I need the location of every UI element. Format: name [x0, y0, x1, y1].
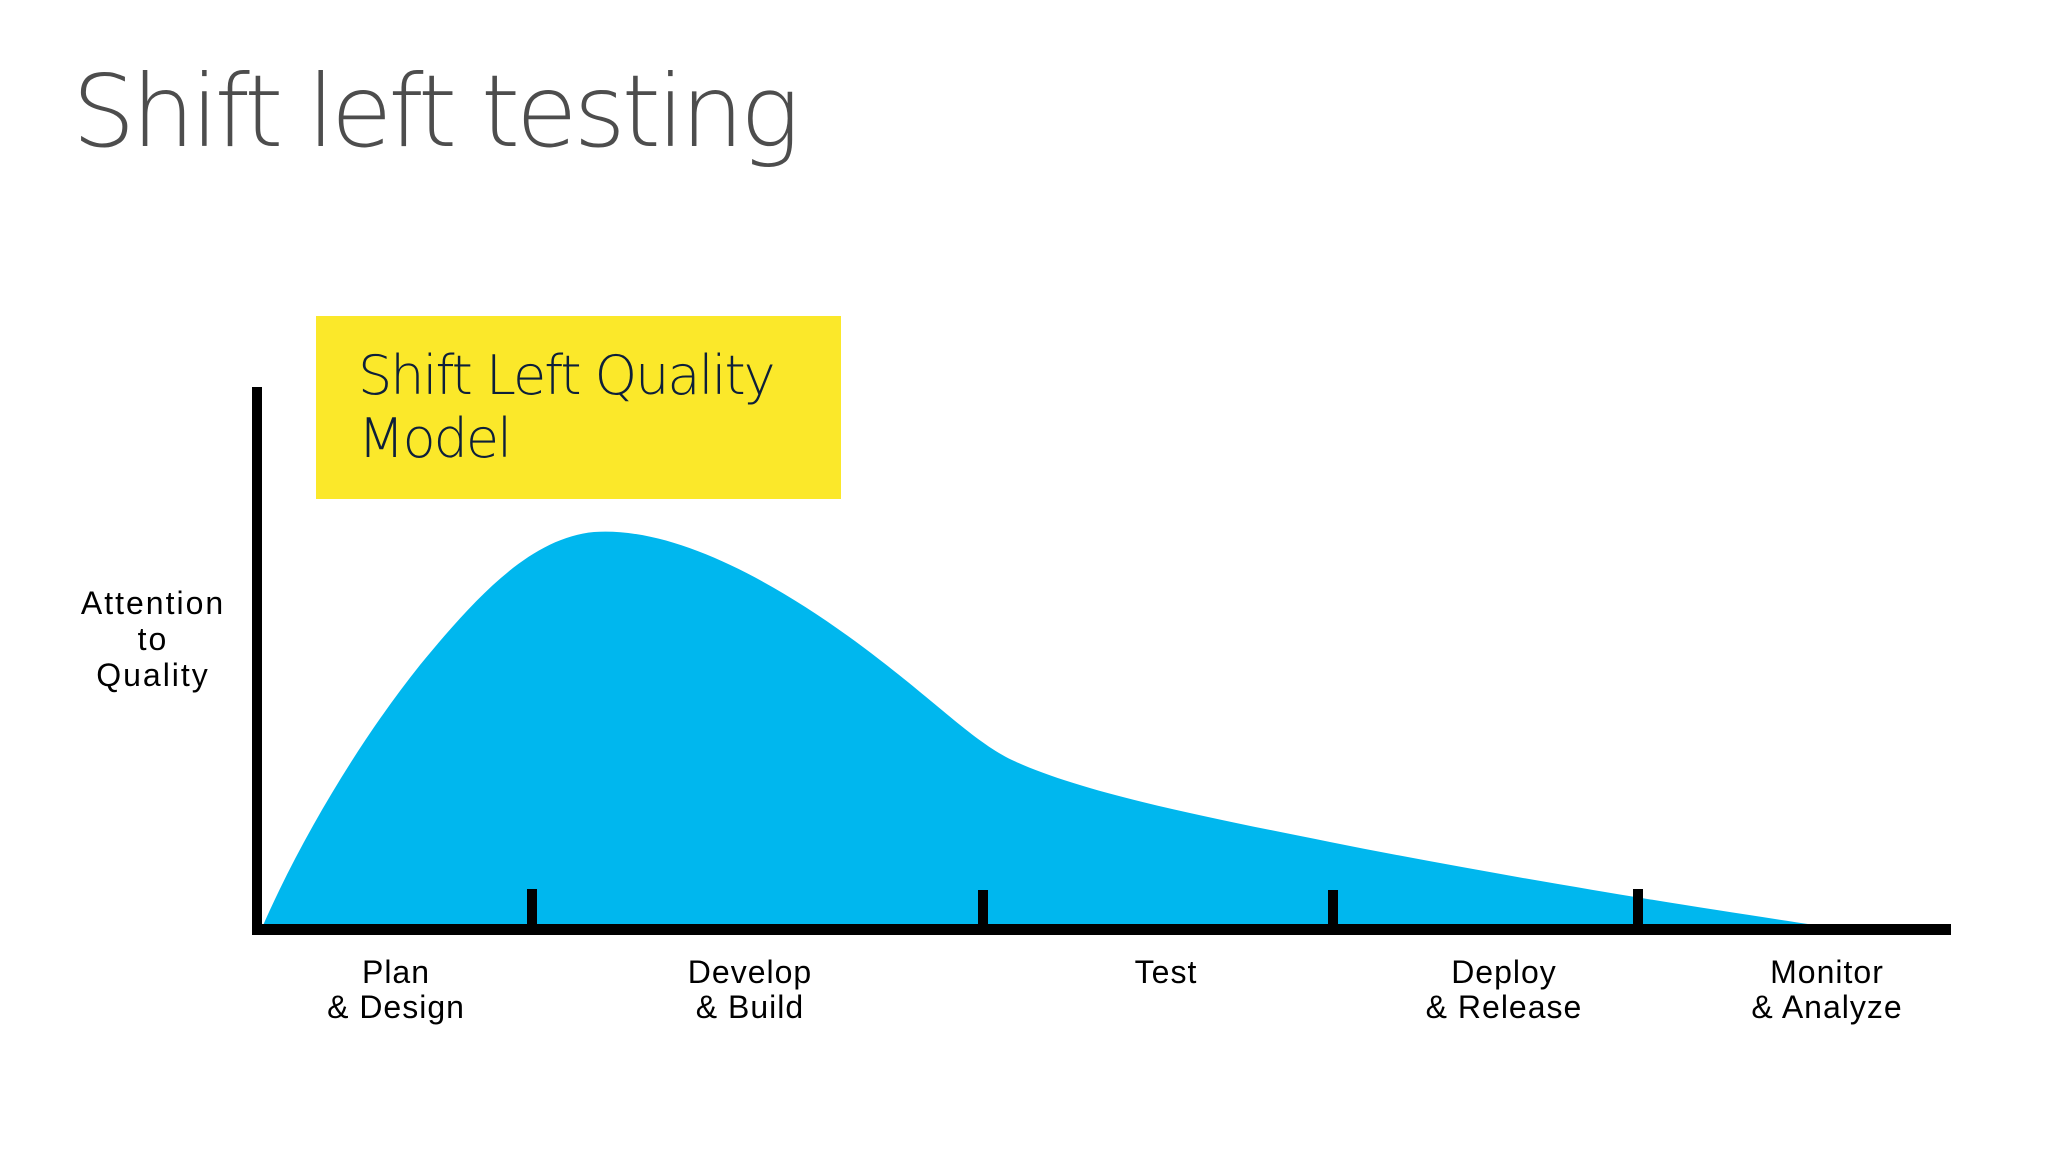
x-label-line-1: Plan	[361, 954, 431, 990]
x-label-line-1: Develop	[687, 954, 813, 990]
quality-area	[261, 531, 1815, 930]
model-callout: Shift Left Quality Model	[316, 316, 841, 499]
x-label-deploy-release: Deploy & Release	[1374, 955, 1634, 1025]
x-tick-4	[1633, 889, 1643, 929]
y-axis-label-line-2: to	[137, 621, 169, 657]
y-axis	[252, 387, 262, 934]
slide-title: Shift left testing	[72, 53, 800, 170]
x-label-line-2: & Build	[695, 989, 805, 1025]
x-label-line-1: Deploy	[1451, 954, 1557, 990]
x-tick-1	[527, 889, 537, 929]
x-label-test: Test	[1036, 955, 1296, 990]
callout-line-2: Model	[358, 407, 512, 470]
x-tick-2	[978, 890, 988, 930]
x-label-line-1: Test	[1134, 954, 1198, 990]
x-label-develop-build: Develop & Build	[620, 955, 880, 1025]
y-axis-label-line-1: Attention	[80, 585, 226, 621]
x-tick-3	[1328, 890, 1338, 930]
x-label-line-1: Monitor	[1770, 954, 1884, 990]
y-axis-label: Attention to Quality	[53, 585, 253, 693]
x-label-monitor-analyze: Monitor & Analyze	[1697, 955, 1957, 1025]
x-axis	[252, 924, 1951, 935]
callout-line-1: Shift Left Quality	[358, 344, 776, 407]
x-label-line-2: & Analyze	[1751, 989, 1903, 1025]
x-label-line-2: & Design	[327, 989, 465, 1025]
x-label-plan-design: Plan & Design	[266, 955, 526, 1025]
x-label-line-2: & Release	[1425, 989, 1583, 1025]
y-axis-label-line-3: Quality	[96, 657, 210, 693]
